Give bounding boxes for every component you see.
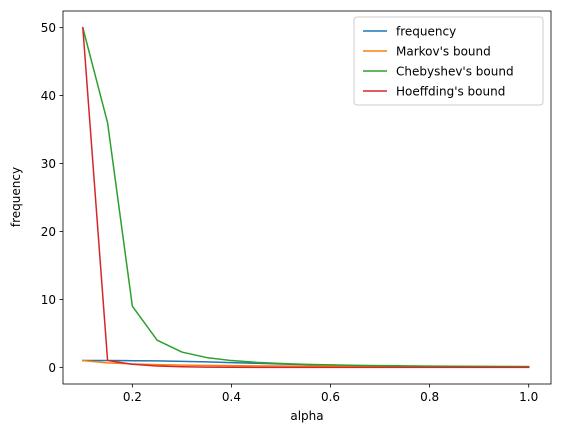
x-tick-label: 0.4 (222, 390, 241, 404)
y-axis-label: frequency (9, 167, 23, 227)
series-line-3 (82, 26, 530, 369)
x-axis: 0.2 0.4 0.6 0.8 1.0 (123, 384, 538, 404)
legend-label: Markov's bound (396, 45, 491, 59)
legend-label: frequency (396, 25, 456, 39)
plot-frame (62, 10, 552, 385)
y-axis: 0 10 20 30 40 50 (41, 21, 63, 375)
series-line-2 (81, 26, 530, 368)
series-layer (81, 26, 530, 369)
legend-box (353, 16, 544, 106)
legend-label: Hoeffding's bound (396, 85, 505, 99)
y-tick-label: 20 (41, 225, 56, 239)
y-tick-label: 40 (41, 89, 56, 103)
x-tick-label: 0.8 (420, 390, 439, 404)
x-tick-label: 0.6 (321, 390, 340, 404)
x-tick-label: 0.2 (123, 390, 142, 404)
y-tick-label: 30 (41, 157, 56, 171)
y-tick-label: 10 (41, 293, 56, 307)
x-tick-label: 1.0 (519, 390, 538, 404)
y-tick-label: 0 (48, 361, 56, 375)
legend-label: Chebyshev's bound (396, 65, 514, 79)
y-tick-label: 50 (41, 21, 56, 35)
x-axis-label: alpha (290, 409, 323, 423)
legend: frequency Markov's bound Chebyshev's bound… (353, 16, 544, 106)
